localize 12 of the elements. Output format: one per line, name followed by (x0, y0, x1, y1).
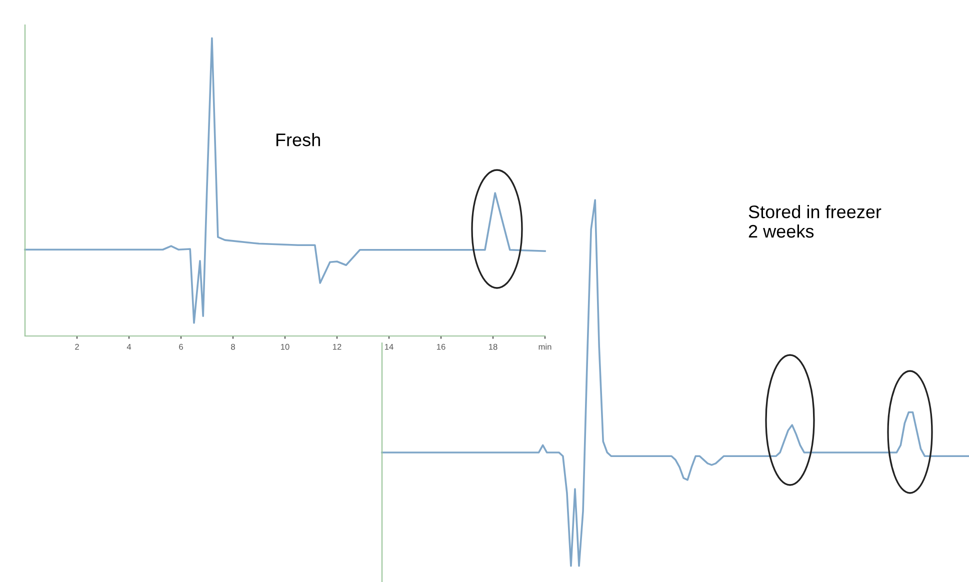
x-tick-label: 8 (231, 344, 235, 350)
x-tick-label: 6 (179, 344, 183, 350)
x-tick-label: 4 (126, 344, 132, 350)
x-tick-label: 18 (489, 344, 498, 350)
annotation: Fresh (276, 133, 320, 146)
x-tick-label: 12 (333, 344, 342, 350)
x-tick-label: min (538, 344, 552, 350)
x-tick-label: 14 (385, 344, 394, 350)
annotation: Stored in freezer 2 weeks (748, 205, 882, 238)
x-tick-label: 10 (281, 344, 290, 350)
x-tick-label: 16 (437, 344, 446, 350)
x-tick-label: 2 (75, 344, 79, 350)
